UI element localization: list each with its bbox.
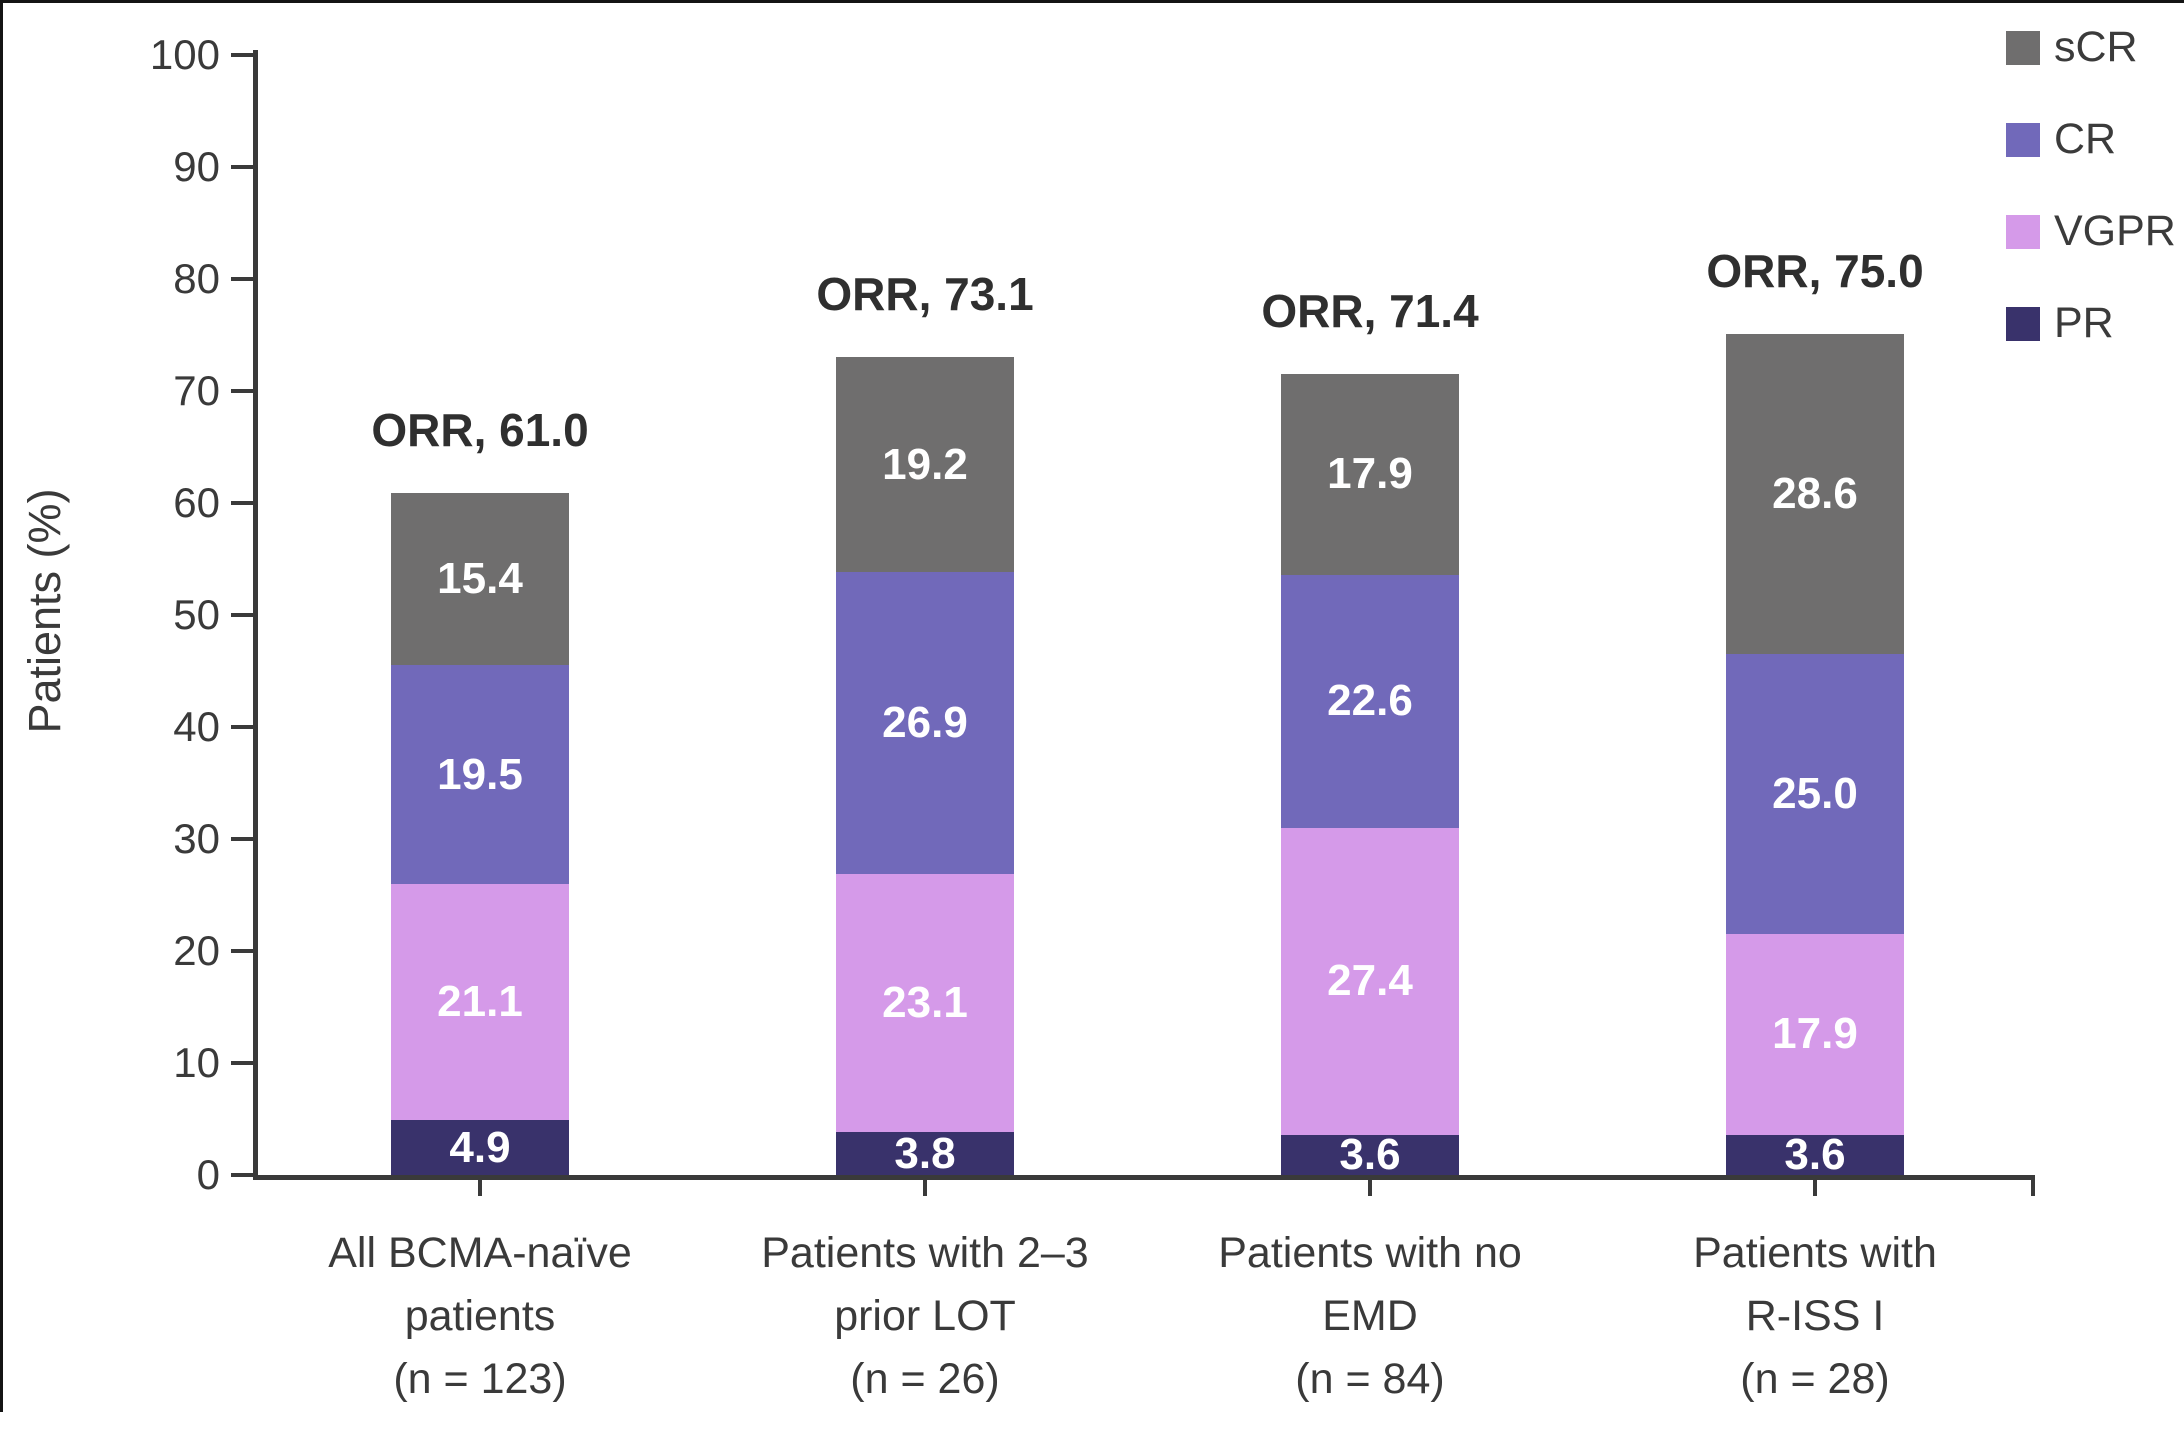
bar-segment-value: 27.4 [1327, 956, 1413, 1006]
x-category-label-line: prior LOT [834, 1292, 1016, 1340]
y-axis-tick [231, 277, 253, 281]
bar-segment-value: 26.9 [882, 698, 968, 748]
y-axis-tick [231, 501, 253, 505]
figure-border-top [0, 0, 2184, 3]
x-category-label-line: Patients with no [1218, 1229, 1522, 1277]
y-axis-tick-label: 0 [196, 1151, 220, 1198]
bar-segment-value: 19.2 [882, 439, 968, 489]
legend-swatch-vgpr [2006, 214, 2040, 249]
orr-label: ORR, 61.0 [371, 403, 589, 456]
bar-segment-value: 22.6 [1327, 676, 1413, 726]
y-axis-tick [231, 1061, 253, 1065]
bar-segment-value: 3.6 [1784, 1129, 1846, 1179]
y-axis-tick-label: 60 [173, 479, 220, 526]
bar-segment-cr [391, 665, 569, 884]
x-axis-tick [923, 1180, 927, 1196]
legend-item-vgpr: VGPR [2006, 207, 2176, 256]
x-category-label-line: (n = 28) [1740, 1355, 1890, 1403]
y-axis-tick-label: 80 [173, 255, 220, 302]
bar-segment-vgpr [1281, 827, 1459, 1135]
orr-label: ORR, 73.1 [816, 268, 1034, 321]
bar-segment-scr [1726, 333, 1904, 655]
y-axis-tick [231, 613, 253, 617]
x-category-label-line: patients [404, 1292, 556, 1340]
x-category-label-line: R-ISS I [1745, 1292, 1885, 1340]
y-axis-tick-label: 20 [173, 927, 220, 974]
x-axis-tick [1368, 1180, 1372, 1196]
orr-label: ORR, 71.4 [1261, 285, 1479, 338]
y-axis-line [253, 50, 258, 1180]
bar-segment-scr [391, 492, 569, 666]
y-axis-tick-label: 90 [173, 143, 220, 190]
x-category-label-line: (n = 123) [393, 1355, 567, 1403]
y-axis-tick-label: 100 [149, 31, 220, 78]
bar-segment-pr [836, 1132, 1014, 1175]
y-axis-tick [231, 389, 253, 393]
y-axis-tick-label: 30 [173, 815, 220, 862]
bar-segment-pr [391, 1120, 569, 1175]
x-axis-line [253, 1175, 2035, 1180]
bar-segment-value: 15.4 [437, 554, 523, 604]
bar-segment-value: 19.5 [437, 749, 523, 799]
x-category-label-line: Patients with 2–3 [761, 1229, 1089, 1277]
x-category-label: Patients with no EMD (n = 84) [1140, 1222, 1600, 1411]
y-axis-tick-label: 40 [173, 703, 220, 750]
legend-label-scr: sCR [2054, 23, 2138, 71]
bar-segment-pr [1281, 1134, 1459, 1175]
y-axis-tick [231, 53, 253, 57]
y-axis-tick [231, 949, 253, 953]
x-category-label-line: EMD [1322, 1292, 1418, 1340]
x-category-label-line: (n = 84) [1295, 1355, 1445, 1403]
legend-label-pr: PR [2054, 299, 2114, 347]
bar-segment-value: 25.0 [1772, 769, 1858, 819]
y-axis-tick [231, 1173, 253, 1177]
bar-segment-value: 3.8 [894, 1128, 956, 1178]
y-axis-tick-label: 10 [173, 1039, 220, 1086]
legend-item-cr: CR [2006, 115, 2116, 164]
bar-segment-cr [1726, 654, 1904, 935]
y-axis-title: Patients (%) [19, 488, 70, 734]
bar-segment-pr [1726, 1134, 1904, 1175]
y-axis-tick [231, 165, 253, 169]
legend-swatch-pr [2006, 306, 2040, 341]
legend-swatch-cr [2006, 122, 2040, 157]
x-axis-end-tick [2031, 1180, 2035, 1196]
bar-segment-cr [836, 572, 1014, 874]
x-axis-tick [1813, 1180, 1817, 1196]
bar-segment-scr [836, 357, 1014, 573]
bar-segment-value: 23.1 [882, 978, 968, 1028]
y-axis-tick [231, 837, 253, 841]
orr-label: ORR, 75.0 [1706, 244, 1924, 297]
bar-segment-vgpr [391, 883, 569, 1121]
bar-segment-vgpr [836, 873, 1014, 1133]
x-category-label-line: Patients with [1693, 1229, 1937, 1277]
bar-segment-value: 4.9 [449, 1122, 511, 1172]
figure-border-left [0, 0, 3, 1412]
legend-label-cr: CR [2054, 115, 2117, 163]
legend-label-vgpr: VGPR [2054, 207, 2176, 255]
bar-segment-value: 17.9 [1772, 1009, 1858, 1059]
bar-segment-value: 17.9 [1327, 449, 1413, 499]
bar-segment-value: 21.1 [437, 976, 523, 1026]
x-category-label: Patients with 2–3 prior LOT (n = 26) [695, 1222, 1155, 1411]
bar-segment-value: 28.6 [1772, 469, 1858, 519]
bar-segment-vgpr [1726, 934, 1904, 1135]
x-category-label: All BCMA-naïve patients (n = 123) [250, 1222, 710, 1411]
x-axis-tick [478, 1180, 482, 1196]
bar-segment-scr [1281, 374, 1459, 575]
y-axis-tick-label: 70 [173, 367, 220, 414]
legend-item-pr: PR [2006, 299, 2114, 348]
x-category-label-line: All BCMA-naïve [328, 1229, 632, 1277]
legend-swatch-scr [2006, 30, 2040, 65]
y-axis-tick [231, 725, 253, 729]
x-category-label: Patients with R-ISS I (n = 28) [1585, 1222, 2045, 1411]
bar-segment-value: 3.6 [1339, 1129, 1401, 1179]
bar-segment-cr [1281, 574, 1459, 828]
y-axis-tick-label: 50 [173, 591, 220, 638]
legend-item-scr: sCR [2006, 23, 2138, 72]
x-category-label-line: (n = 26) [850, 1355, 1000, 1403]
